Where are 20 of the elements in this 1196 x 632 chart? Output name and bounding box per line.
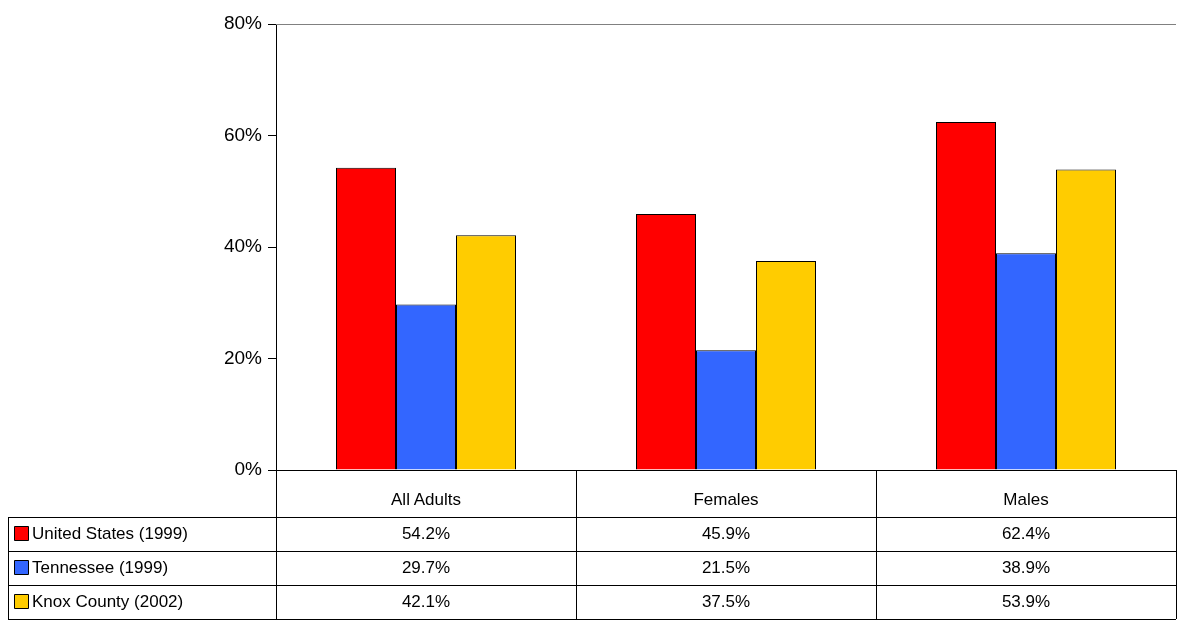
data-label: 62.4%	[1001, 523, 1051, 543]
data-label: 37.5%	[701, 591, 751, 611]
x-tick-label: All Adults	[391, 489, 461, 509]
data-label: 29.7%	[401, 557, 451, 577]
data-label: 21.5%	[701, 557, 751, 577]
data-label: 53.9%	[1001, 591, 1051, 611]
x-tick-label: Females	[693, 489, 759, 509]
data-label: 54.2%	[401, 523, 451, 543]
legend-label: Knox County (2002)	[32, 591, 184, 611]
legend-label: Tennessee (1999)	[32, 557, 169, 577]
x-tick-label: Males	[1003, 489, 1049, 509]
y-tick-label: 40%	[223, 235, 263, 257]
data-label: 42.1%	[401, 591, 451, 611]
data-label: 38.9%	[1001, 557, 1051, 577]
legend-label: United States (1999)	[32, 523, 188, 543]
y-tick-label: 0%	[234, 458, 263, 480]
y-tick-label: 20%	[223, 346, 263, 368]
y-tick-label: 80%	[223, 12, 263, 34]
data-label: 45.9%	[701, 523, 751, 543]
y-tick-label: 60%	[223, 123, 263, 145]
